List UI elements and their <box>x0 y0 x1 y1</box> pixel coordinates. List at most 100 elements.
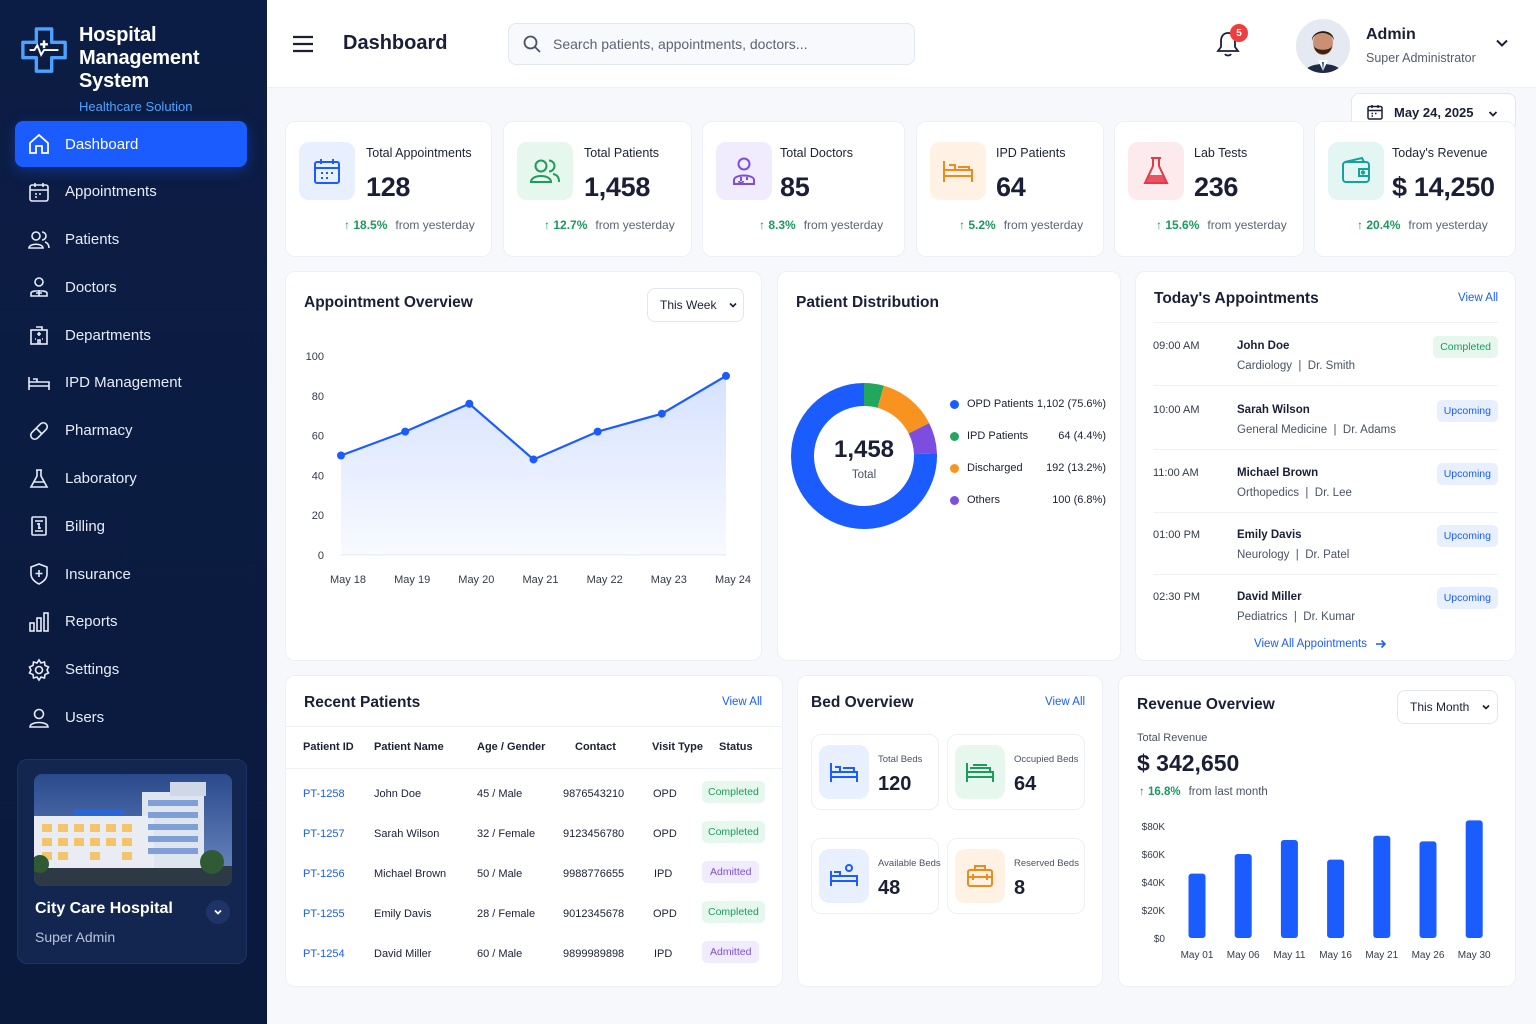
chevron-down-icon[interactable] <box>1495 36 1509 50</box>
stat-label: Total Appointments <box>366 146 472 160</box>
table-row[interactable]: PT-1256 Michael Brown 50 / Male 99887766… <box>303 853 766 893</box>
sidebar-item-doctors[interactable]: Doctors <box>15 264 247 310</box>
sidebar-item-dashboard[interactable]: Dashboard <box>15 121 247 167</box>
sidebar-item-settings[interactable]: Settings <box>15 647 247 693</box>
data-point[interactable] <box>657 409 666 418</box>
sidebar-item-insurance[interactable]: Insurance <box>15 551 247 597</box>
appointment-item[interactable]: 11:00 AM Michael Brown Orthopedics | Dr.… <box>1153 451 1498 513</box>
stat-trend: ↑ 5.2% from yesterday <box>959 218 1084 232</box>
donut-total: 1,458 <box>833 436 895 463</box>
data-point[interactable] <box>337 451 345 460</box>
y-tick-label: $40K <box>1142 878 1166 889</box>
view-all-link[interactable]: View All <box>1458 292 1499 304</box>
chevron-down-icon <box>729 302 738 308</box>
stat-card-ipd[interactable]: IPD Patients 64 ↑ 5.2% from yesterday <box>916 121 1104 257</box>
stat-card-revenue[interactable]: Today's Revenue $ 14,250 ↑ 20.4% from yes… <box>1314 121 1516 257</box>
revenue-bar[interactable] <box>1419 841 1437 938</box>
view-all-link[interactable]: View All <box>1045 696 1086 708</box>
bed-stat-total[interactable]: Total Beds 120 <box>811 734 939 810</box>
appointment-item[interactable]: 10:00 AM Sarah Wilson General Medicine |… <box>1153 388 1498 450</box>
sidebar-item-appointments[interactable]: Appointments <box>15 169 247 215</box>
y-tick-label: 60 <box>312 431 324 443</box>
data-point[interactable] <box>465 399 474 408</box>
stat-value: 1,458 <box>584 172 651 202</box>
column-header[interactable]: Visit Type <box>652 741 703 753</box>
flask-icon <box>1128 142 1184 200</box>
donut-slice-ipd-patients[interactable] <box>864 383 884 408</box>
stat-trend: ↑ 12.7% from yesterday <box>544 218 675 232</box>
revenue-bar[interactable] <box>1234 854 1252 938</box>
legend-dot <box>950 399 959 409</box>
sidebar-item-label: Appointments <box>65 183 157 201</box>
sidebar-item-laboratory[interactable]: Laboratory <box>15 456 247 502</box>
bed-stat-occupied[interactable]: Occupied Beds 64 <box>947 734 1085 810</box>
month-range-dropdown[interactable]: This Month <box>1397 690 1498 724</box>
x-tick-label: May 30 <box>1458 950 1491 961</box>
bed-icon <box>930 142 986 200</box>
sidebar-item-reports[interactable]: Reports <box>15 599 247 645</box>
view-all-link[interactable]: View All <box>722 696 763 708</box>
appointment-item[interactable]: 01:00 PM Emily Davis Neurology | Dr. Pat… <box>1153 513 1498 575</box>
hospital-switcher[interactable]: City Care Hospital Super Admin <box>17 759 247 964</box>
sidebar-item-label: Dashboard <box>65 135 139 153</box>
column-header[interactable]: Patient ID <box>303 741 354 753</box>
revenue-bar[interactable] <box>1327 859 1345 938</box>
table-row[interactable]: PT-1257 Sarah Wilson 32 / Female 9123456… <box>303 813 766 853</box>
sidebar-item-users[interactable]: Users <box>15 695 247 741</box>
donut-total-label: Total <box>851 469 877 481</box>
status-badge: Completed <box>702 821 765 843</box>
sidebar-item-billing[interactable]: Billing <box>15 503 247 549</box>
sidebar-item-pharmacy[interactable]: Pharmacy <box>15 408 247 454</box>
x-tick-label: May 23 <box>651 574 687 586</box>
bed-stat-available[interactable]: Available Beds 48 <box>811 838 941 914</box>
revenue-bar[interactable] <box>1188 873 1206 938</box>
stat-label: Lab Tests <box>1194 146 1248 160</box>
app-subtitle: Healthcare Solution <box>79 99 193 114</box>
stat-card-appointments[interactable]: Total Appointments 128 ↑ 18.5% from yeste… <box>285 121 492 257</box>
donut-slice-others[interactable] <box>908 423 937 455</box>
appointment-item[interactable]: 09:00 AM John Doe Cardiology | Dr. Smith… <box>1153 324 1498 386</box>
column-header[interactable]: Contact <box>575 741 616 753</box>
chevron-down-icon <box>1482 704 1490 710</box>
y-tick-label: 0 <box>318 550 324 562</box>
donut-slice-opd-patients[interactable] <box>791 383 937 529</box>
notification-badge: 5 <box>1230 24 1248 42</box>
trend-up-icon: ↑ 15.6% <box>1156 218 1200 232</box>
appointment-item[interactable]: 02:30 PM David Miller Pediatrics | Dr. K… <box>1153 575 1498 637</box>
table-row[interactable]: PT-1258 John Doe 45 / Male 9876543210 OP… <box>303 773 766 813</box>
column-header[interactable]: Age / Gender <box>477 741 546 753</box>
table-row[interactable]: PT-1255 Emily Davis 28 / Female 90123456… <box>303 893 766 933</box>
data-point[interactable] <box>722 371 730 380</box>
bed-stat-reserved[interactable]: Reserved Beds 8 <box>947 838 1085 914</box>
stat-card-lab-tests[interactable]: Lab Tests 236 ↑ 15.6% from yesterday <box>1114 121 1304 257</box>
data-point[interactable] <box>529 455 538 464</box>
revenue-bar[interactable] <box>1465 820 1483 938</box>
search-icon <box>523 35 541 53</box>
data-point[interactable] <box>593 427 602 436</box>
stat-value: 64 <box>996 172 1026 202</box>
avatar[interactable] <box>1296 19 1350 73</box>
sidebar-item-departments[interactable]: Departments <box>15 312 247 358</box>
search-box[interactable] <box>508 23 915 65</box>
revenue-bar[interactable] <box>1280 840 1298 938</box>
week-range-dropdown[interactable]: This Week <box>647 288 744 322</box>
donut-slice-discharged[interactable] <box>877 385 930 434</box>
x-tick-label: May 06 <box>1227 950 1260 961</box>
hospital-cross-logo-icon <box>21 27 67 73</box>
column-header[interactable]: Patient Name <box>374 741 444 753</box>
menu-icon[interactable] <box>292 34 314 54</box>
view-all-appointments-link[interactable]: View All Appointments <box>1254 638 1387 650</box>
revenue-overview-card: Revenue Overview This Month Total Revenu… <box>1118 675 1516 987</box>
column-header[interactable]: Status <box>719 741 753 753</box>
sidebar-item-ipd-management[interactable]: IPD Management <box>15 360 247 406</box>
stat-card-doctors[interactable]: Total Doctors 85 ↑ 8.3% from yesterday <box>702 121 905 257</box>
card-title: Patient Distribution <box>796 294 939 311</box>
data-point[interactable] <box>401 427 410 436</box>
chevron-down-icon[interactable] <box>206 900 230 924</box>
users-icon <box>517 142 573 200</box>
table-row[interactable]: PT-1254 David Miller 60 / Male 989998989… <box>303 933 766 973</box>
revenue-bar[interactable] <box>1373 835 1391 938</box>
search-input[interactable] <box>553 36 893 52</box>
stat-card-patients[interactable]: Total Patients 1,458 ↑ 12.7% from yesterd… <box>503 121 692 257</box>
sidebar-item-patients[interactable]: Patients <box>15 217 247 263</box>
